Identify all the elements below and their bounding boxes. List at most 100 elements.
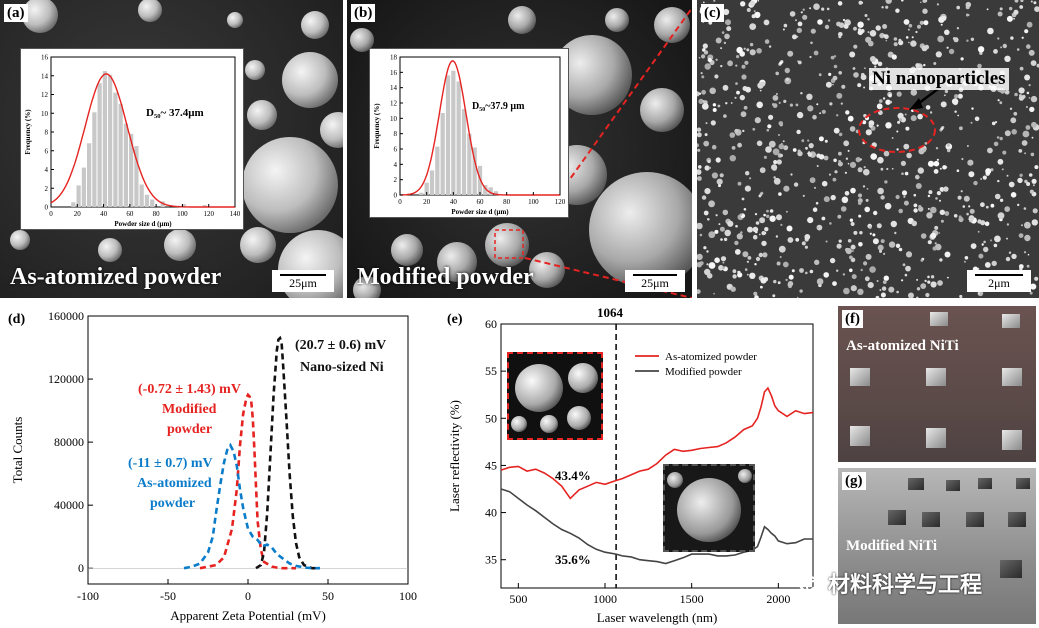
reflectivity-value-bottom: 35.6% (555, 552, 591, 567)
nanoparticle (1019, 173, 1023, 177)
nanoparticle (776, 261, 781, 266)
nanoparticle (911, 36, 914, 39)
nanoparticle (951, 98, 959, 105)
nanoparticle (783, 145, 789, 151)
hist-y-tick-label: 8 (394, 130, 398, 138)
nanoparticle (804, 245, 808, 249)
nanoparticle (808, 143, 814, 149)
panel-c-sem-image: (c) Ni nanoparticles 2μm (697, 0, 1039, 298)
nanoparticle (843, 287, 850, 295)
nanoparticle (901, 172, 904, 175)
nanoparticle (807, 217, 814, 224)
nanoparticle (850, 244, 856, 250)
nanoparticle (787, 50, 794, 57)
nanoparticle (801, 139, 805, 143)
nanoparticle (709, 87, 716, 95)
hist-y-tick-label: 12 (41, 91, 49, 99)
nanoparticle (879, 99, 883, 103)
nanoparticle (697, 91, 700, 97)
nanoparticle (829, 222, 832, 225)
nanoparticle (932, 246, 937, 251)
hist-y-tick-label: 2 (394, 176, 398, 184)
nanoparticle (883, 34, 886, 37)
nanoparticle (996, 136, 1000, 139)
nanoparticle (883, 150, 890, 157)
hist-bar (134, 146, 139, 207)
nanoparticle (1025, 125, 1031, 130)
nanoparticle (701, 89, 706, 95)
watermark: 材料科学与工程 (798, 568, 982, 598)
nanoparticle (797, 21, 803, 27)
nanoparticle (896, 290, 899, 294)
nanoparticle (1008, 181, 1015, 188)
nanoparticle (970, 37, 975, 41)
nanoparticle (1006, 15, 1013, 22)
nanoparticle (868, 225, 872, 229)
nanoparticle (809, 269, 814, 274)
nanoparticle (711, 172, 718, 179)
zeta-x-tick-label: -100 (77, 589, 99, 603)
panel-label-g: (g) (842, 472, 866, 490)
nanoparticle (1028, 97, 1031, 99)
nanoparticle (833, 127, 840, 134)
nanoparticle (813, 50, 819, 56)
nanoparticle (1006, 237, 1008, 240)
nanoparticle (715, 214, 718, 217)
nanoparticle (813, 3, 820, 11)
hist-bar (419, 192, 424, 195)
nanoparticle (964, 255, 969, 260)
nanoparticle (718, 223, 721, 226)
nanoparticle (853, 26, 857, 31)
nanoparticle (965, 1, 972, 8)
nanoparticle (697, 169, 702, 175)
nanoparticle (864, 67, 866, 69)
nanoparticle (711, 144, 717, 150)
nanoparticle (893, 42, 898, 47)
nanoparticle (825, 81, 832, 88)
nanoparticle (927, 207, 930, 210)
nanoparticle (1024, 221, 1031, 229)
nanoparticle (1011, 129, 1017, 135)
nanoparticle (784, 67, 790, 74)
nanoparticle (840, 102, 843, 105)
nanoparticle (851, 250, 854, 252)
nanoparticle (759, 193, 763, 197)
nanoparticle (885, 0, 892, 4)
nanoparticle (918, 205, 922, 209)
nanoparticle (999, 198, 1004, 202)
nanoparticle (978, 253, 984, 259)
nanoparticle (849, 126, 856, 132)
nanoparticle (732, 274, 737, 279)
nanoparticle (823, 272, 829, 278)
hist-x-tick-label: 0 (49, 210, 53, 218)
inset-sem-spheres-b (667, 469, 752, 542)
nanoparticle (1011, 253, 1017, 260)
annotation-modified-value: (-0.72 ± 1.43) mV (138, 382, 241, 397)
nanoparticle (833, 158, 837, 163)
hist-bar (71, 202, 76, 207)
nanoparticle (702, 100, 705, 103)
nanoparticle (744, 185, 751, 192)
nanoparticle (712, 103, 717, 107)
nanoparticle (880, 167, 884, 171)
nanoparticle (864, 206, 870, 213)
nanoparticle (786, 225, 793, 232)
nanoparticle (895, 194, 900, 200)
nanoparticle (920, 1, 922, 4)
nanoparticle (697, 132, 702, 138)
nanoparticle (722, 84, 729, 91)
nanoparticle (986, 8, 989, 11)
nanoparticle (956, 169, 960, 172)
zeta-potential-plot: -100 -50 0 50 100 0 40000 80000 120000 160000 Appa… (10, 309, 417, 623)
as-atomized-niti-samples (850, 312, 1022, 450)
nanoparticle (816, 103, 819, 106)
zeta-y-tick-label: 120000 (48, 372, 84, 386)
nanoparticle (881, 6, 884, 9)
annotation-as-label1: As-atomized (137, 476, 212, 491)
nanoparticle (799, 268, 804, 273)
histogram-chart-a: 0 20 40 60 80 100 120 140 0 2 4 6 8 10 12 14 16 Powder si… (24, 54, 241, 229)
nanoparticle (1021, 36, 1024, 39)
nanoparticle (896, 130, 899, 133)
nanoparticle (836, 243, 842, 249)
nanoparticle (775, 92, 778, 96)
